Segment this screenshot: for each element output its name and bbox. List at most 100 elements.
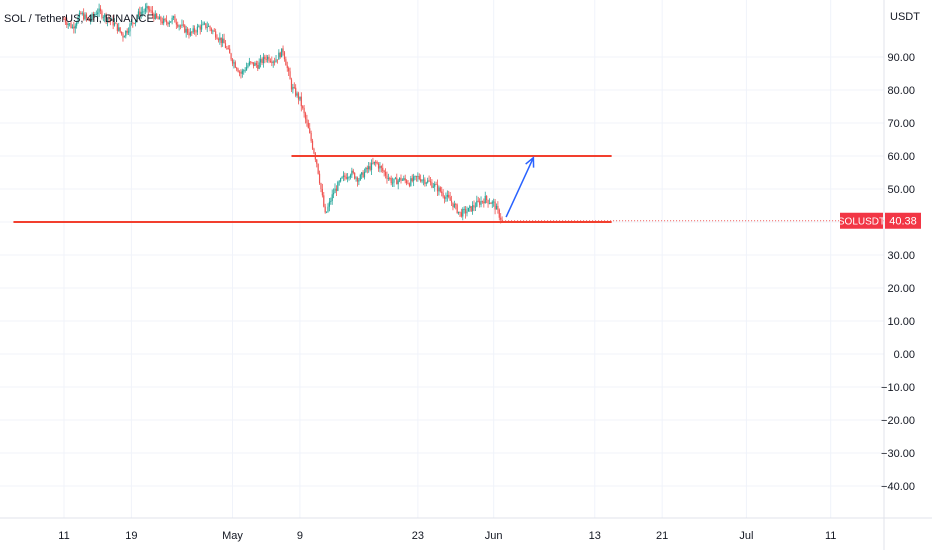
candle-body: [323, 195, 325, 207]
candle-body: [406, 180, 408, 184]
x-tick-label: 9: [297, 530, 303, 542]
candle-body: [286, 65, 288, 69]
candle-body: [467, 207, 469, 212]
candle-body: [320, 183, 322, 189]
currency-label[interactable]: USDT: [890, 11, 920, 23]
x-tick-label: 19: [125, 530, 137, 542]
candle-body: [347, 177, 349, 179]
candle-body: [231, 59, 234, 64]
candle-body: [414, 176, 416, 177]
candle-body: [422, 179, 425, 181]
candle-body: [127, 31, 130, 33]
candle-body: [275, 59, 277, 63]
candle-body: [99, 8, 102, 12]
candle-body: [271, 61, 273, 63]
projection-arrow[interactable]: [505, 157, 535, 218]
candle-body: [299, 96, 301, 100]
candle-body: [158, 16, 161, 20]
candle-body: [174, 16, 176, 23]
candle-body: [140, 11, 142, 16]
candle-body: [74, 25, 76, 29]
candle-body: [250, 61, 252, 63]
candle-body: [379, 166, 381, 169]
candle-body: [355, 177, 357, 179]
candle-body: [442, 193, 444, 197]
candle-body: [387, 178, 389, 179]
candle-body: [171, 17, 173, 22]
candle-body: [494, 201, 496, 210]
candle-body: [120, 31, 123, 34]
candle-body: [398, 177, 401, 181]
candle-body: [279, 52, 281, 58]
candle-body: [411, 178, 413, 181]
drawing-layer[interactable]: [13, 155, 884, 223]
candle-body: [297, 93, 300, 100]
candle-body: [175, 22, 177, 25]
y-tick-label: −10.00: [881, 382, 915, 394]
candle-body: [241, 70, 243, 74]
candle-body: [333, 193, 335, 195]
badge-price-bg: [885, 212, 921, 229]
candle-body: [289, 71, 291, 80]
candle-body: [334, 188, 336, 194]
candle-body: [321, 188, 323, 196]
time-axis[interactable]: 11 19 May 9 23 Jun 13 21 Jul 11: [58, 530, 836, 542]
candle-body: [268, 56, 270, 62]
candle-body: [189, 31, 191, 36]
candle-body: [455, 204, 457, 205]
candle-body: [500, 217, 502, 220]
candle-body: [129, 24, 131, 32]
candle-body: [88, 18, 90, 22]
candle-body: [182, 24, 184, 26]
candle-body: [415, 176, 418, 178]
candle-body: [313, 148, 315, 154]
candle-body: [205, 23, 207, 28]
candle-body: [276, 59, 279, 61]
candle-body: [340, 178, 342, 182]
candle-body: [361, 172, 363, 175]
candle-body: [479, 201, 481, 205]
candle-body: [403, 178, 405, 180]
candle-body: [142, 11, 144, 13]
candle-body: [306, 119, 308, 123]
candle-body: [170, 21, 172, 23]
y-tick-label: 0.00: [894, 349, 915, 361]
candle-body: [285, 59, 287, 66]
candle-body: [345, 177, 347, 179]
candle-body: [154, 13, 156, 20]
candle-body: [265, 58, 267, 60]
x-tick-label: 23: [412, 530, 424, 542]
candle-body: [368, 166, 370, 170]
candle-body: [477, 200, 479, 202]
candle-body: [460, 212, 462, 217]
candle-body: [135, 19, 137, 24]
candle-body: [309, 128, 311, 134]
candle-body: [244, 70, 246, 72]
candlestick-series: [63, 2, 503, 224]
candle-body: [481, 201, 484, 202]
symbol-title[interactable]: SOL / TetherUS, 4h, BINANCE: [4, 13, 154, 25]
x-tick-label: May: [222, 530, 243, 542]
candle-body: [195, 31, 197, 33]
candle-body: [428, 180, 430, 182]
candle-body: [445, 196, 447, 199]
candle-body: [462, 209, 464, 217]
candle-body: [76, 22, 78, 26]
candle-body: [448, 194, 450, 198]
candle-body: [272, 61, 274, 63]
candle-body: [83, 13, 85, 20]
candle-body: [363, 171, 366, 178]
candle-body: [401, 179, 404, 181]
candle-body: [165, 19, 168, 23]
candle-body: [441, 191, 443, 194]
candle-body: [386, 175, 388, 179]
candle-body: [432, 186, 434, 188]
candle-body: [418, 176, 420, 180]
candle-body: [331, 194, 333, 202]
candle-body: [87, 17, 89, 19]
candle-body: [245, 67, 248, 71]
candle-body: [108, 18, 110, 20]
candle-body: [358, 180, 360, 182]
candle-body: [219, 37, 221, 41]
